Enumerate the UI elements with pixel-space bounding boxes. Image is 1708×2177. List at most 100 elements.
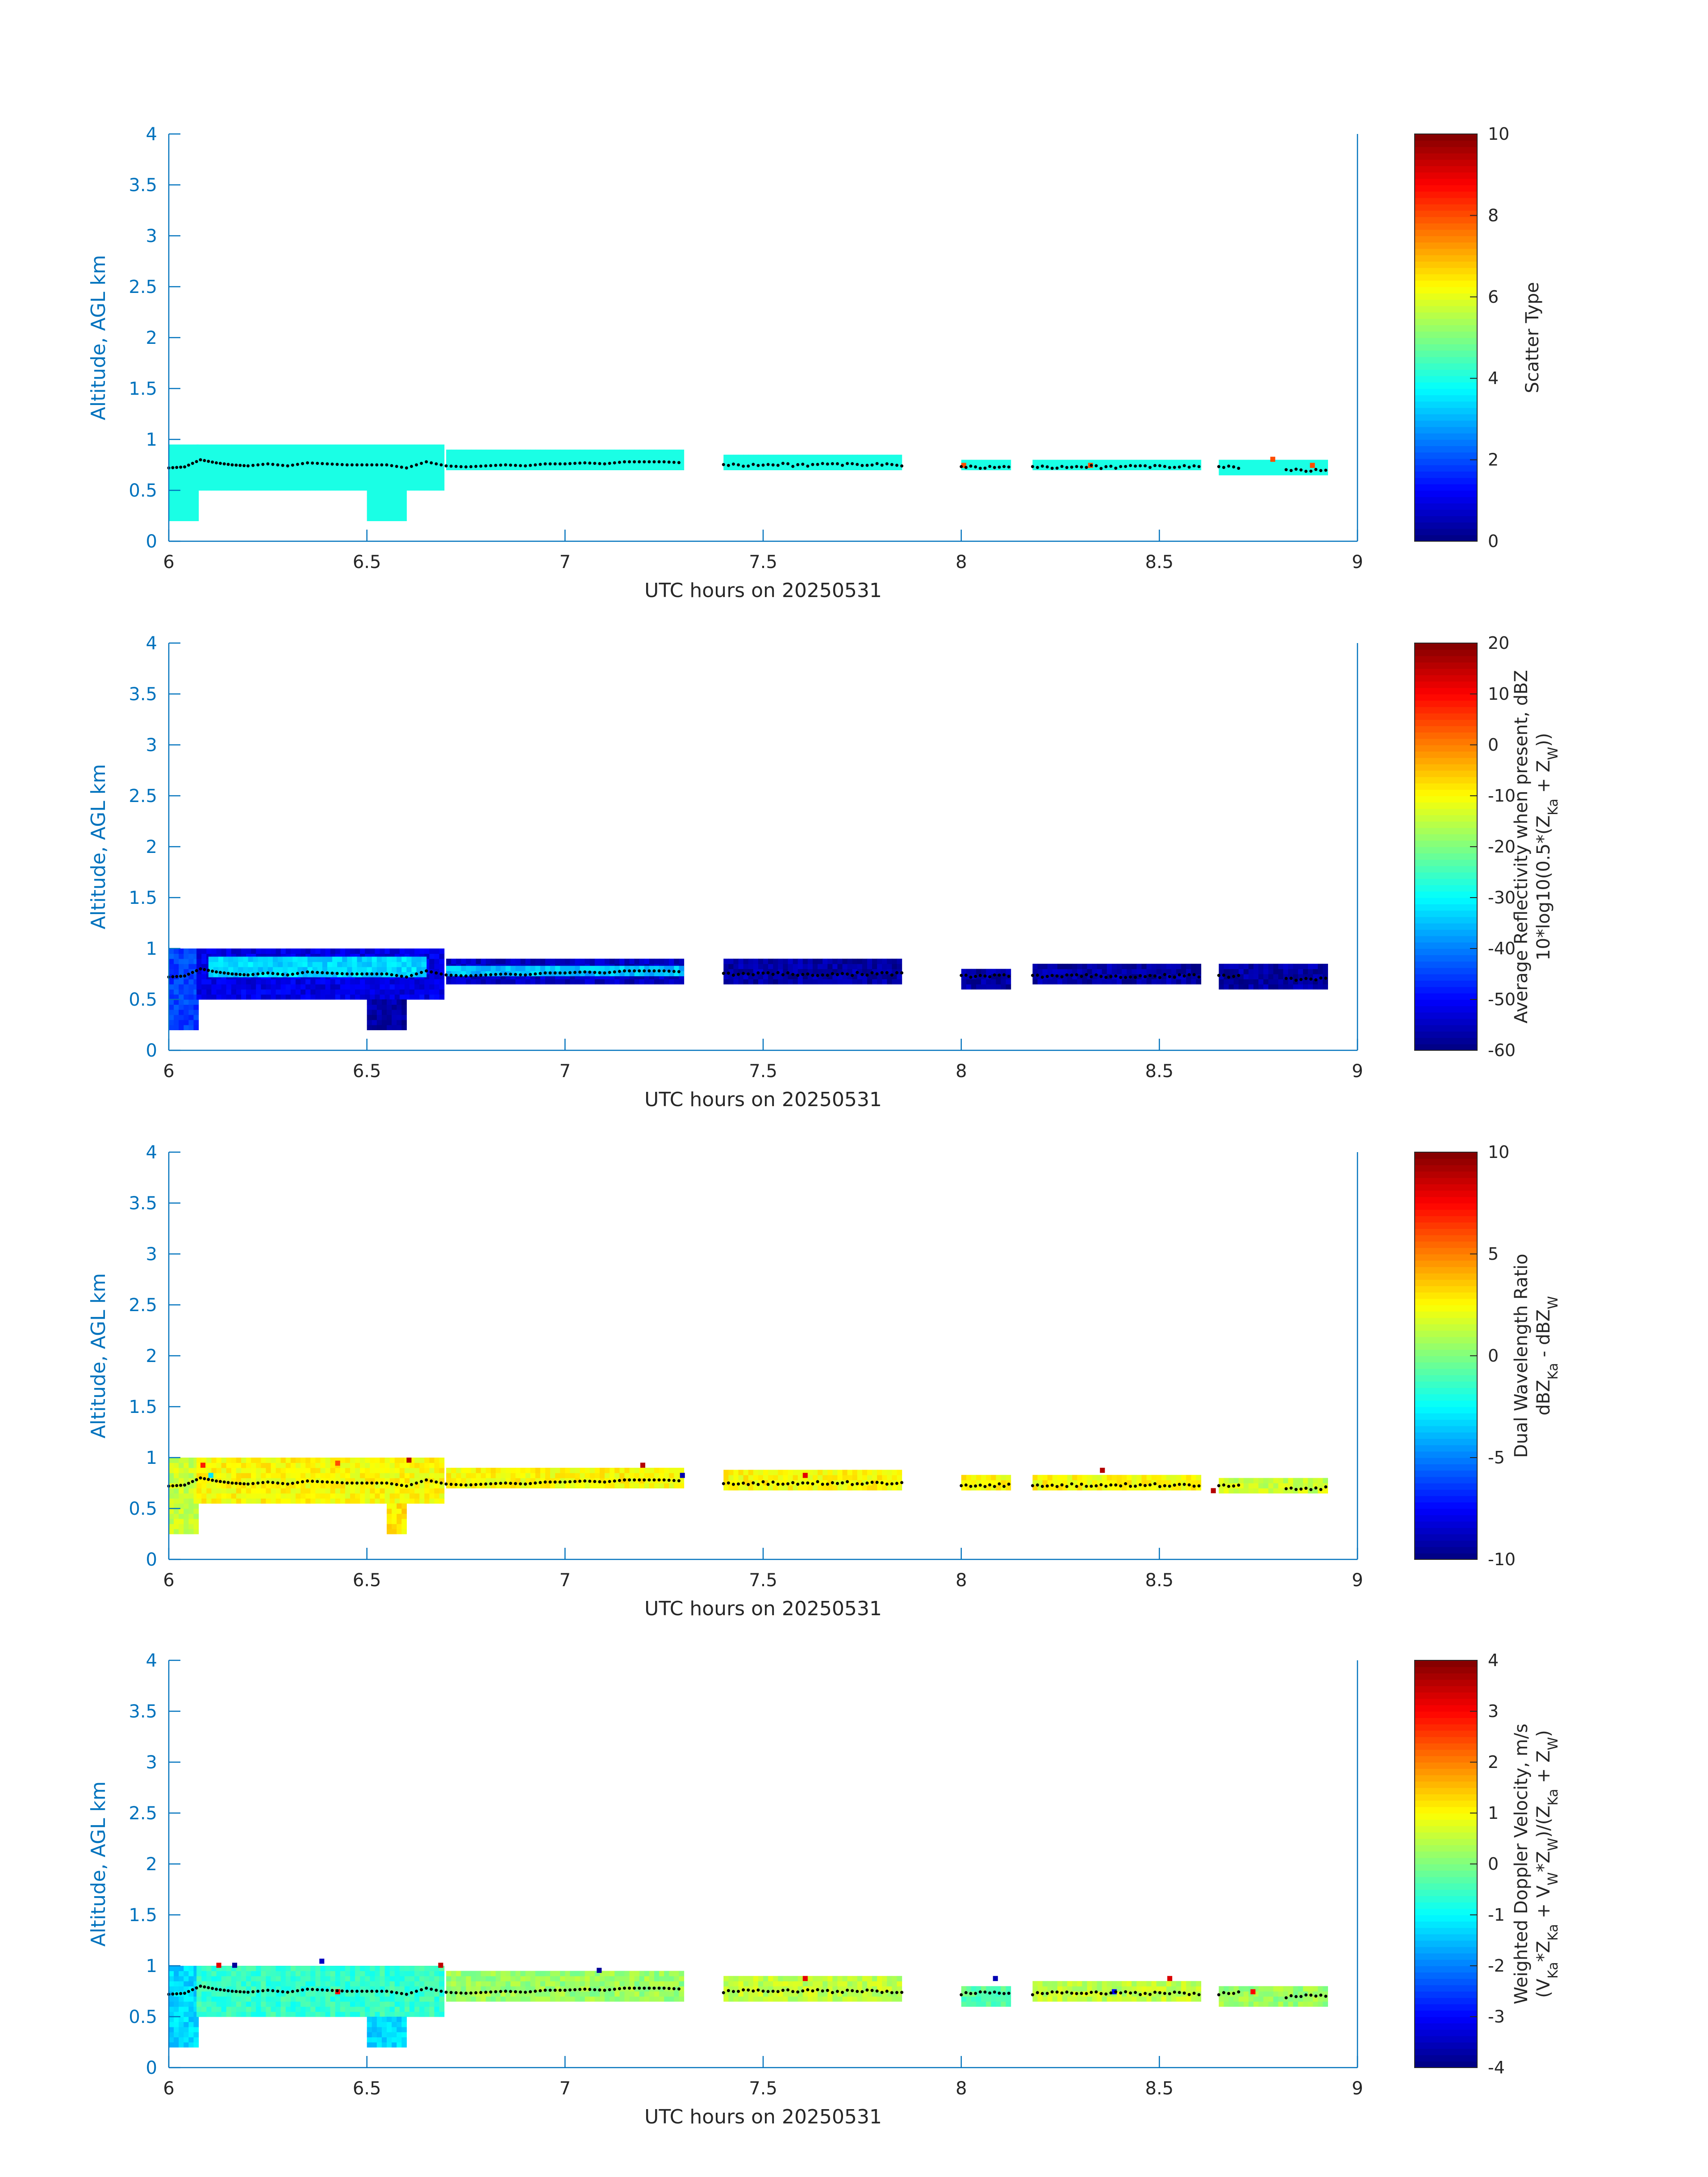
heatmap-cell	[169, 2017, 174, 2022]
heatmap-cell	[510, 965, 516, 971]
heatmap-cell	[798, 455, 803, 460]
heatmap-cell	[510, 1478, 516, 1483]
heatmap-cell	[211, 2001, 217, 2007]
heatmap-cell	[862, 974, 868, 979]
heatmap-cell	[480, 460, 486, 465]
heatmap-cell	[832, 969, 838, 974]
heatmap-cell	[961, 969, 967, 974]
heatmap-cell	[664, 1478, 669, 1483]
heatmap-cell	[723, 1480, 729, 1486]
heatmap-cell	[367, 967, 372, 973]
heatmap-cell	[345, 1493, 351, 1499]
heatmap-cell	[788, 969, 793, 974]
heatmap-cell	[288, 961, 293, 967]
heatmap-cell	[778, 455, 783, 460]
cloud-base-marker	[1139, 1483, 1142, 1487]
heatmap-cell	[976, 979, 981, 985]
heatmap-cell	[1006, 460, 1011, 465]
heatmap-cell	[1258, 979, 1264, 985]
heatmap-cell	[315, 989, 321, 995]
y-axis-label: Altitude, AGL km	[87, 764, 110, 929]
heatmap-cell	[1278, 1478, 1284, 1483]
heatmap-cell	[169, 2011, 174, 2017]
heatmap-cell	[367, 495, 372, 501]
heatmap-cell	[753, 979, 759, 985]
heatmap-cell	[263, 972, 268, 978]
heatmap-cell	[763, 465, 768, 470]
heatmap-cell	[1181, 460, 1186, 465]
heatmap-cell	[852, 1480, 858, 1486]
heatmap-cell	[1132, 969, 1137, 974]
heatmap-cell	[1186, 460, 1191, 465]
heatmap-cell	[991, 984, 996, 990]
heatmap-cell	[1313, 465, 1318, 470]
heatmap-cell	[350, 460, 355, 465]
colorbar-swatch	[1415, 439, 1477, 447]
cloud-base-marker	[747, 1483, 750, 1486]
heatmap-cell	[380, 1473, 385, 1479]
heatmap-cell	[169, 2042, 174, 2047]
heatmap-cell	[342, 961, 347, 967]
heatmap-cell	[193, 1458, 199, 1463]
cloud-base-marker	[657, 460, 661, 464]
cloud-base-marker	[187, 973, 190, 976]
heatmap-cell	[188, 1986, 194, 1992]
x-tick-label: 8	[956, 552, 967, 572]
cloud-base-marker	[727, 464, 730, 467]
colorbar-swatch	[1415, 217, 1477, 224]
heatmap-cell	[360, 1467, 365, 1473]
heatmap-cell	[305, 989, 311, 995]
heatmap-cell	[193, 949, 199, 954]
heatmap-cell	[605, 1483, 610, 1488]
heatmap-cell	[723, 465, 729, 470]
cloud-base-marker	[1119, 976, 1123, 979]
heatmap-cell	[461, 979, 467, 985]
heatmap-cell	[372, 957, 377, 962]
heatmap-cell	[315, 475, 321, 481]
colorbar-swatch	[1415, 1330, 1477, 1337]
cloud-base-marker	[558, 971, 562, 975]
heatmap-cell	[290, 953, 296, 959]
heatmap-cell	[1186, 1475, 1191, 1480]
cloud-base-marker	[548, 1480, 552, 1484]
heatmap-cell	[753, 1485, 759, 1491]
heatmap-cell	[381, 495, 387, 501]
heatmap-cell	[847, 1480, 853, 1486]
heatmap-cell	[409, 475, 415, 481]
cloud-base-marker	[405, 466, 408, 470]
heatmap-cell	[1102, 1475, 1107, 1480]
heatmap-cell	[305, 444, 311, 450]
heatmap-cell	[271, 1493, 276, 1499]
cloud-base-marker	[222, 1480, 226, 1484]
heatmap-cell	[1087, 1480, 1093, 1486]
heatmap-cell	[887, 1480, 892, 1486]
heatmap-cell	[261, 994, 266, 1000]
heatmap-cell	[409, 449, 415, 455]
heatmap-cell	[1228, 460, 1234, 465]
heatmap-cell	[184, 1009, 189, 1015]
heatmap-cell	[847, 958, 853, 964]
heatmap-cell	[793, 455, 798, 460]
heatmap-cell	[231, 485, 237, 491]
heatmap-cell	[196, 969, 202, 974]
heatmap-cell	[419, 455, 425, 460]
cloud-base-marker	[199, 458, 202, 462]
heatmap-cell	[1127, 460, 1132, 465]
heatmap-cell	[832, 465, 838, 470]
cloud-base-marker	[722, 463, 725, 466]
heatmap-cell	[345, 984, 351, 990]
heatmap-cell	[389, 475, 395, 481]
heatmap-cell	[1233, 979, 1239, 985]
heatmap-cell	[530, 979, 536, 985]
heatmap-cell	[397, 500, 402, 506]
heatmap-cell	[419, 485, 425, 491]
heatmap-cell	[193, 999, 199, 1005]
heatmap-cell	[807, 969, 813, 974]
heatmap-cell	[345, 455, 351, 460]
heatmap-cell	[1141, 460, 1147, 465]
heatmap-cell	[570, 979, 576, 985]
heatmap-cell	[401, 506, 407, 511]
heatmap-cell	[290, 979, 296, 985]
heatmap-cell	[768, 974, 773, 979]
heatmap-cell	[411, 957, 417, 962]
